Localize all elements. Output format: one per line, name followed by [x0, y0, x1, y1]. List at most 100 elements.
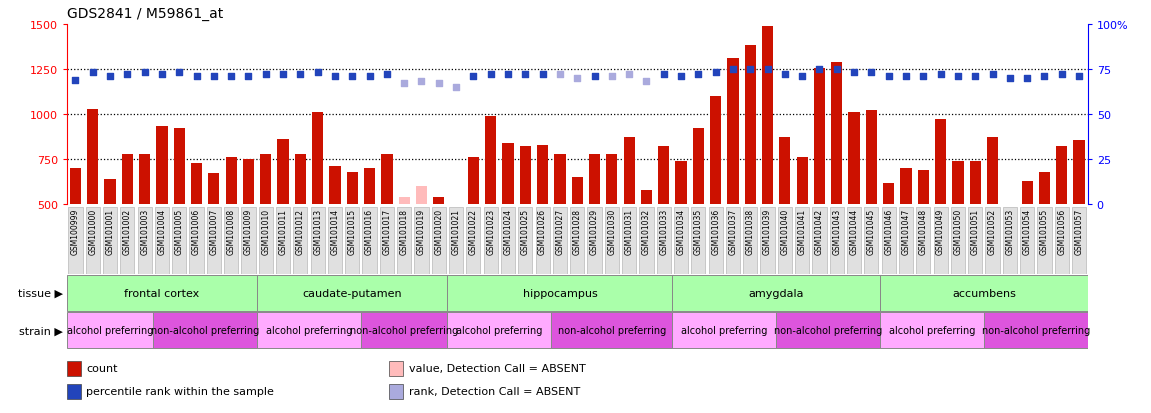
Text: GSM101006: GSM101006 — [192, 209, 201, 255]
Text: GSM101032: GSM101032 — [642, 209, 651, 254]
Bar — [520, 147, 531, 204]
FancyBboxPatch shape — [847, 208, 861, 274]
Point — [586, 74, 604, 80]
Point — [689, 72, 708, 78]
Bar — [831, 62, 843, 204]
Text: GSM101031: GSM101031 — [625, 209, 634, 254]
FancyBboxPatch shape — [1003, 208, 1017, 274]
Text: GSM101022: GSM101022 — [468, 209, 478, 254]
Text: percentile rank within the sample: percentile rank within the sample — [86, 386, 274, 396]
Bar — [1074, 141, 1084, 204]
Point — [516, 72, 534, 78]
Text: GSM101005: GSM101005 — [175, 209, 184, 255]
Point — [966, 74, 984, 80]
FancyBboxPatch shape — [397, 208, 411, 274]
FancyBboxPatch shape — [361, 313, 448, 348]
FancyBboxPatch shape — [501, 208, 516, 274]
Bar — [555, 155, 565, 204]
Bar — [641, 190, 653, 204]
Point — [153, 72, 171, 78]
Point — [707, 70, 725, 76]
FancyBboxPatch shape — [657, 208, 671, 274]
Bar — [105, 179, 115, 204]
Bar — [969, 161, 981, 204]
FancyBboxPatch shape — [709, 208, 723, 274]
Text: amygdala: amygdala — [748, 288, 803, 298]
Text: GDS2841 / M59861_at: GDS2841 / M59861_at — [67, 7, 223, 21]
Text: non-alcohol preferring: non-alcohol preferring — [558, 325, 666, 335]
Text: non-alcohol preferring: non-alcohol preferring — [773, 325, 883, 335]
Text: GSM101007: GSM101007 — [209, 209, 219, 255]
Bar — [502, 143, 513, 204]
Point — [188, 74, 206, 80]
Text: GSM101014: GSM101014 — [330, 209, 340, 254]
Text: GSM101045: GSM101045 — [867, 209, 876, 255]
Bar — [676, 161, 687, 204]
Point — [67, 77, 85, 84]
Bar — [295, 155, 306, 204]
Point — [205, 74, 223, 80]
Bar — [762, 26, 773, 204]
Point — [447, 84, 465, 91]
Point — [638, 79, 656, 85]
Text: GSM101051: GSM101051 — [970, 209, 980, 254]
Text: hippocampus: hippocampus — [523, 288, 597, 298]
FancyBboxPatch shape — [951, 208, 965, 274]
FancyBboxPatch shape — [933, 208, 947, 274]
Bar — [589, 155, 600, 204]
Text: GSM101017: GSM101017 — [382, 209, 391, 254]
FancyBboxPatch shape — [881, 313, 984, 348]
Point — [170, 70, 189, 76]
Point — [759, 66, 777, 73]
Point — [481, 72, 500, 78]
Point — [948, 74, 967, 80]
Bar — [1057, 147, 1067, 204]
Bar — [607, 155, 617, 204]
Text: GSM101016: GSM101016 — [365, 209, 374, 254]
FancyBboxPatch shape — [67, 275, 257, 311]
Point — [412, 79, 430, 85]
Text: GSM101039: GSM101039 — [763, 209, 772, 255]
FancyBboxPatch shape — [449, 208, 463, 274]
Point — [222, 74, 241, 80]
FancyBboxPatch shape — [155, 208, 169, 274]
Point — [429, 81, 448, 88]
Bar — [900, 169, 912, 204]
Bar — [883, 184, 894, 204]
Point — [862, 70, 881, 76]
Point — [136, 70, 154, 76]
FancyBboxPatch shape — [1020, 208, 1035, 274]
Bar — [485, 116, 496, 204]
Bar — [986, 138, 998, 204]
FancyBboxPatch shape — [276, 208, 290, 274]
Bar — [381, 154, 392, 204]
FancyBboxPatch shape — [518, 208, 533, 274]
Text: GSM101056: GSM101056 — [1058, 209, 1066, 255]
Text: GSM101023: GSM101023 — [486, 209, 495, 254]
FancyBboxPatch shape — [604, 208, 619, 274]
Text: GSM101042: GSM101042 — [815, 209, 824, 254]
FancyBboxPatch shape — [242, 208, 256, 274]
FancyBboxPatch shape — [363, 208, 376, 274]
FancyBboxPatch shape — [207, 208, 221, 274]
Text: caudate-putamen: caudate-putamen — [303, 288, 402, 298]
Bar — [935, 120, 946, 204]
FancyBboxPatch shape — [674, 208, 688, 274]
Text: alcohol preferring: alcohol preferring — [889, 325, 975, 335]
Text: alcohol preferring: alcohol preferring — [681, 325, 768, 335]
Text: value, Detection Call = ABSENT: value, Detection Call = ABSENT — [409, 363, 586, 374]
FancyBboxPatch shape — [795, 208, 809, 274]
Point — [810, 66, 829, 73]
Point — [776, 72, 794, 78]
FancyBboxPatch shape — [224, 208, 238, 274]
Bar — [866, 111, 877, 204]
Text: GSM101030: GSM101030 — [608, 209, 616, 255]
FancyBboxPatch shape — [622, 208, 637, 274]
FancyBboxPatch shape — [968, 208, 982, 274]
Text: count: count — [86, 363, 117, 374]
Point — [119, 72, 137, 78]
Point — [672, 74, 691, 80]
Text: GSM101026: GSM101026 — [539, 209, 547, 254]
FancyBboxPatch shape — [68, 208, 83, 274]
Text: GSM101011: GSM101011 — [279, 209, 288, 254]
